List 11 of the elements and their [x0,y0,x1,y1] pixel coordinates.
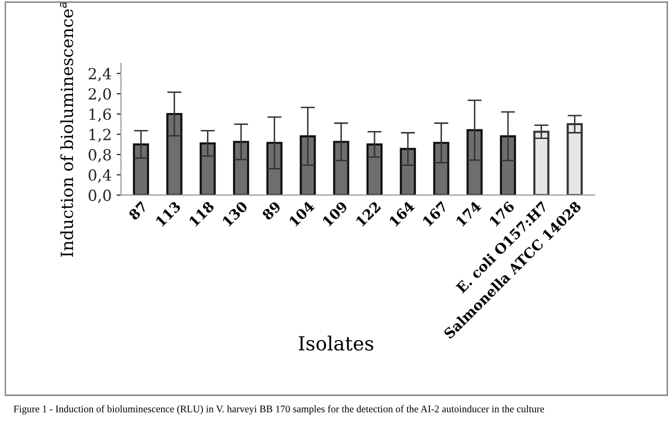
y-tick-label: 1,6 [90,108,111,122]
x-tick-label: 87 [128,200,148,221]
y-tick-label: 0,4 [88,169,112,183]
y-tick-label: 1,2 [90,128,110,142]
caption: Figure 1 - Induction of bioluminescence (RLU) in V. harveyi BB 170 samples for the detection of the AI-2 autoinducer in the culture [14,405,544,414]
y-tick-label: 0,0 [88,190,111,203]
y-tick-label: 0,8 [88,149,111,162]
x-tick-label: 89 [261,200,282,221]
x-axis-title: Isolates [298,336,374,351]
y-tick-label: 2,0 [88,88,111,102]
y-tick-label: 2,4 [88,68,112,82]
